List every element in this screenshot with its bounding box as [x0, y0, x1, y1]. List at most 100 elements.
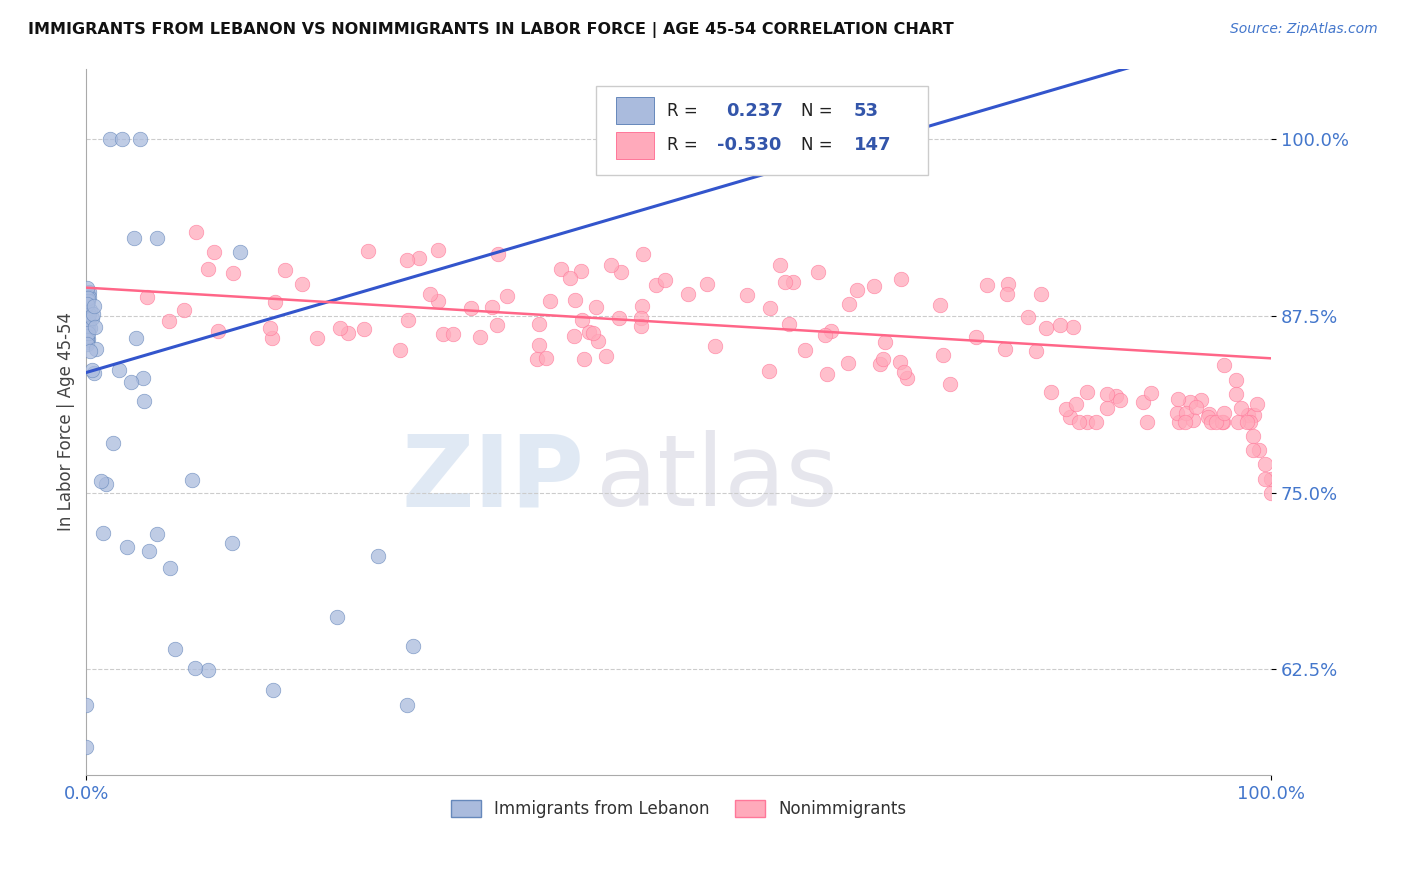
Point: [101, 436, 124, 450]
FancyBboxPatch shape: [616, 132, 654, 159]
Point: [1066, 397, 1088, 411]
Point: [221, 536, 243, 550]
Point: [77, 291, 100, 305]
Point: [769, 258, 792, 272]
Text: N =: N =: [801, 102, 832, 120]
Point: [79, 321, 101, 335]
Point: [427, 243, 450, 257]
Point: [630, 299, 652, 313]
Point: [607, 310, 630, 325]
Point: [120, 375, 142, 389]
Point: [735, 287, 758, 301]
Point: [111, 132, 134, 146]
Point: [222, 266, 245, 280]
Point: [869, 357, 891, 371]
Point: [1140, 385, 1163, 400]
Point: [582, 326, 605, 340]
Point: [419, 286, 441, 301]
Point: [1243, 408, 1265, 422]
Point: [132, 394, 155, 409]
Point: [564, 293, 586, 307]
Point: [534, 351, 557, 365]
Point: [1237, 408, 1260, 422]
Point: [396, 252, 419, 267]
Point: [1189, 393, 1212, 408]
Text: Source: ZipAtlas.com: Source: ZipAtlas.com: [1230, 22, 1378, 37]
Point: [896, 370, 918, 384]
Point: [889, 355, 911, 369]
Point: [574, 352, 596, 367]
Point: [98, 132, 121, 146]
Point: [1260, 471, 1282, 485]
Point: [631, 247, 654, 261]
Point: [1205, 415, 1227, 429]
Point: [1198, 407, 1220, 421]
Point: [1249, 443, 1271, 458]
Point: [995, 286, 1018, 301]
Legend: Immigrants from Lebanon, Nonimmigrants: Immigrants from Lebanon, Nonimmigrants: [444, 793, 912, 825]
Point: [1062, 320, 1084, 334]
Point: [396, 313, 419, 327]
Point: [630, 319, 652, 334]
Point: [1239, 415, 1261, 429]
Point: [259, 321, 281, 335]
Point: [91, 525, 114, 540]
Point: [1076, 415, 1098, 429]
Point: [1166, 407, 1188, 421]
Text: -0.530: -0.530: [717, 136, 780, 153]
Point: [1184, 400, 1206, 414]
Point: [965, 330, 987, 344]
Point: [76, 292, 98, 306]
Point: [794, 343, 817, 357]
Point: [997, 277, 1019, 291]
Point: [1178, 395, 1201, 409]
Point: [125, 330, 148, 344]
Point: [1212, 415, 1234, 429]
Point: [976, 278, 998, 293]
Point: [1182, 413, 1205, 427]
Point: [609, 265, 631, 279]
Point: [75, 740, 97, 755]
Point: [326, 610, 349, 624]
Point: [1054, 402, 1077, 417]
Text: 147: 147: [853, 136, 891, 153]
Point: [82, 307, 104, 321]
Point: [1040, 385, 1063, 400]
Point: [108, 363, 131, 377]
Point: [460, 301, 482, 315]
Point: [329, 320, 352, 334]
Point: [357, 244, 380, 258]
Text: IMMIGRANTS FROM LEBANON VS NONIMMIGRANTS IN LABOR FORCE | AGE 45-54 CORRELATION : IMMIGRANTS FROM LEBANON VS NONIMMIGRANTS…: [28, 22, 953, 38]
Point: [76, 337, 98, 351]
Point: [586, 334, 609, 349]
Point: [77, 290, 100, 304]
Point: [76, 286, 98, 301]
Point: [569, 264, 592, 278]
Point: [1254, 458, 1277, 472]
Text: ZIP: ZIP: [401, 430, 583, 527]
Point: [197, 663, 219, 677]
Point: [1067, 415, 1090, 429]
Point: [782, 276, 804, 290]
Point: [76, 318, 98, 333]
Text: 53: 53: [853, 102, 879, 120]
Point: [696, 277, 718, 291]
Point: [1199, 415, 1222, 429]
Point: [1105, 389, 1128, 403]
Point: [79, 303, 101, 318]
Text: 0.237: 0.237: [725, 102, 783, 120]
Point: [86, 342, 108, 356]
Point: [1225, 386, 1247, 401]
Point: [128, 132, 150, 146]
Point: [1167, 392, 1189, 406]
Point: [550, 262, 572, 277]
FancyBboxPatch shape: [616, 97, 654, 124]
Point: [1031, 287, 1053, 301]
Point: [408, 251, 430, 265]
Point: [778, 317, 800, 331]
Point: [820, 324, 842, 338]
Point: [893, 365, 915, 379]
Point: [1241, 443, 1264, 458]
Point: [1225, 373, 1247, 387]
Point: [76, 326, 98, 340]
